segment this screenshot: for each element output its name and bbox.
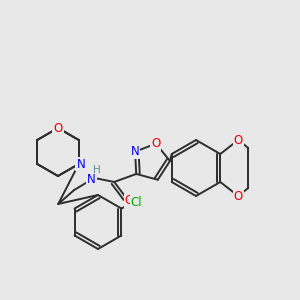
Text: O: O bbox=[234, 134, 243, 146]
Text: O: O bbox=[151, 137, 160, 150]
Text: N: N bbox=[87, 173, 96, 187]
Text: N: N bbox=[131, 145, 140, 158]
Text: O: O bbox=[124, 194, 134, 208]
Text: Cl: Cl bbox=[130, 196, 142, 209]
Text: O: O bbox=[53, 122, 63, 134]
Text: O: O bbox=[234, 190, 243, 202]
Text: H: H bbox=[93, 165, 101, 175]
Text: N: N bbox=[76, 158, 85, 170]
